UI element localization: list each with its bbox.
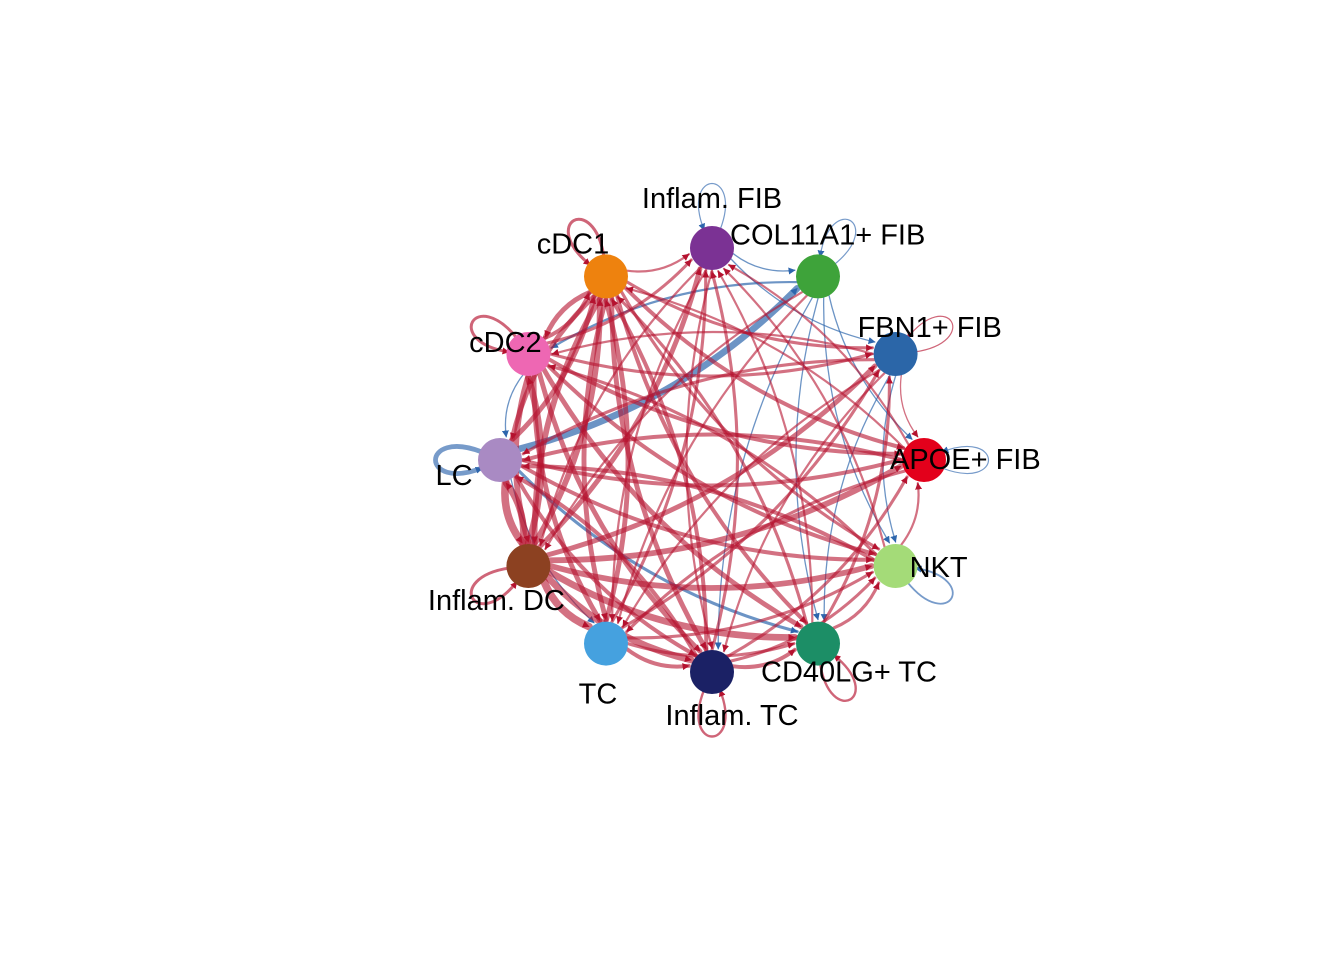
edge-nkt-to-lc	[521, 462, 877, 563]
edge-inflam_tc-to-apoe_fib	[726, 475, 909, 658]
self-loop-cdc1	[566, 217, 606, 266]
self-loop-cdc2	[469, 314, 518, 355]
edge-lc-to-inflam_dc	[501, 477, 526, 547]
node-cd40lg-tc	[796, 621, 840, 666]
edge-tc-to-inflam_tc	[625, 647, 691, 671]
node-fbn1-fib	[873, 332, 918, 376]
node-label-cdc1: cDC1	[537, 228, 610, 260]
edge-cdc2-to-inflam_fib	[545, 258, 693, 345]
nodes-layer	[478, 226, 946, 694]
edge-fbn1_fib-to-apoe_fib	[899, 374, 919, 438]
edge-lc-to-cdc1	[508, 294, 597, 444]
edge-inflam_dc-to-fbn1_fib	[545, 363, 878, 558]
node-inflam-fib	[690, 226, 734, 270]
edge-cd40lg_tc-to-nkt	[832, 581, 881, 630]
edges-layer	[501, 253, 923, 671]
edge-apoe_fib-to-tc	[625, 469, 907, 634]
labels-layer: Inflam. FIB COL11A1+ FIB FBN1+ FIB APOE+ FI…	[428, 183, 1041, 732]
edge-apoe_fib-to-inflam_fib	[727, 263, 910, 446]
edge-inflam_dc-to-tc	[540, 577, 593, 631]
edge-inflam_dc-to-apoe_fib	[546, 463, 904, 564]
node-lc	[478, 438, 522, 482]
edge-fbn1_fib-to-inflam_tc	[722, 371, 886, 653]
edge-cdc1-to-nkt	[620, 290, 881, 551]
edge-cdc1-to-fbn1_fib	[625, 280, 874, 352]
node-inflam-tc	[690, 650, 734, 694]
node-cdc2	[506, 332, 551, 376]
node-label-cdc2: cDC2	[469, 327, 542, 359]
self-loop-cd40lg_tc	[818, 654, 857, 702]
self-loop-col11a1_fib	[817, 218, 857, 266]
edge-nkt-to-apoe_fib	[900, 482, 923, 546]
edge-fbn1_fib-to-tc	[621, 368, 882, 628]
self-loop-nkt	[906, 565, 954, 605]
edge-inflam_fib-to-col11a1_fib	[732, 253, 796, 275]
edge-col11a1_fib-to-inflam_dc	[544, 290, 804, 551]
self-loop-inflam_tc	[697, 689, 727, 738]
edge-inflam_fib-to-inflam_dc	[538, 265, 703, 547]
edge-cdc2-to-nkt	[545, 363, 877, 556]
self-loop-apoe_fib	[941, 446, 989, 474]
edge-nkt-to-cdc2	[547, 364, 879, 557]
edge-lc-to-inflam_tc	[513, 473, 698, 658]
node-apoe-fib	[902, 438, 946, 482]
edge-cdc2-to-cdc1	[541, 291, 592, 341]
node-nkt	[873, 544, 918, 588]
self-loop-inflam_fib	[698, 183, 726, 231]
node-label-nkt: NKT	[910, 552, 968, 584]
edge-col11a1_fib-to-tc	[616, 294, 809, 624]
edge-inflam_tc-to-cd40lg_tc	[731, 647, 797, 670]
edge-lc-to-nkt	[519, 463, 875, 564]
node-label-lc: LC	[435, 460, 472, 492]
node-inflam-dc	[506, 544, 551, 588]
edge-inflam_dc-to-inflam_fib	[536, 266, 703, 550]
edge-lc-to-apoe_fib	[520, 458, 902, 488]
node-label-fbn1-fib: FBN1+ FIB	[858, 312, 1002, 344]
edge-cdc1-to-inflam_fib	[626, 253, 690, 273]
node-label-cd40lg-tc: CD40LG+ TC	[761, 657, 937, 689]
self-loop-inflam_dc	[469, 566, 518, 606]
edge-cdc2-to-lc	[501, 374, 524, 438]
edge-inflam_dc-to-cdc2	[525, 374, 545, 548]
self-loop-fbn1_fib	[906, 315, 954, 353]
edge-cdc2-to-fbn1_fib	[548, 352, 874, 378]
edge-tc-to-fbn1_fib	[620, 369, 881, 630]
node-label-inflam-tc: Inflam. TC	[665, 700, 798, 732]
edge-tc-to-cdc1	[603, 297, 631, 625]
edge-fbn1_fib-to-lc	[521, 358, 876, 456]
edge-inflam_fib-to-tc	[608, 268, 708, 622]
self-loops-layer	[433, 183, 989, 738]
node-label-tc: TC	[579, 679, 618, 711]
node-label-apoe-fib: APOE+ FIB	[890, 444, 1041, 476]
self-loop-lc	[433, 444, 483, 476]
node-label-inflam-fib: Inflam. FIB	[642, 183, 782, 215]
node-label-col11a1-fib: COL11A1+ FIB	[730, 219, 925, 251]
edge-nkt-to-inflam_fib	[722, 267, 886, 549]
node-tc	[584, 621, 628, 666]
edge-inflam_tc-to-lc	[514, 474, 699, 659]
edge-inflam_fib-to-inflam_tc	[685, 268, 714, 650]
node-label-inflam-dc: Inflam. DC	[428, 585, 565, 617]
edge-cdc1-to-cd40lg_tc	[615, 293, 808, 625]
node-col11a1-fib	[796, 254, 840, 299]
edge-cd40lg_tc-to-cdc1	[616, 295, 809, 627]
node-cdc1	[584, 254, 628, 299]
edge-tc-to-inflam_fib	[610, 269, 710, 624]
edge-fbn1_fib-to-cdc2	[551, 330, 875, 356]
